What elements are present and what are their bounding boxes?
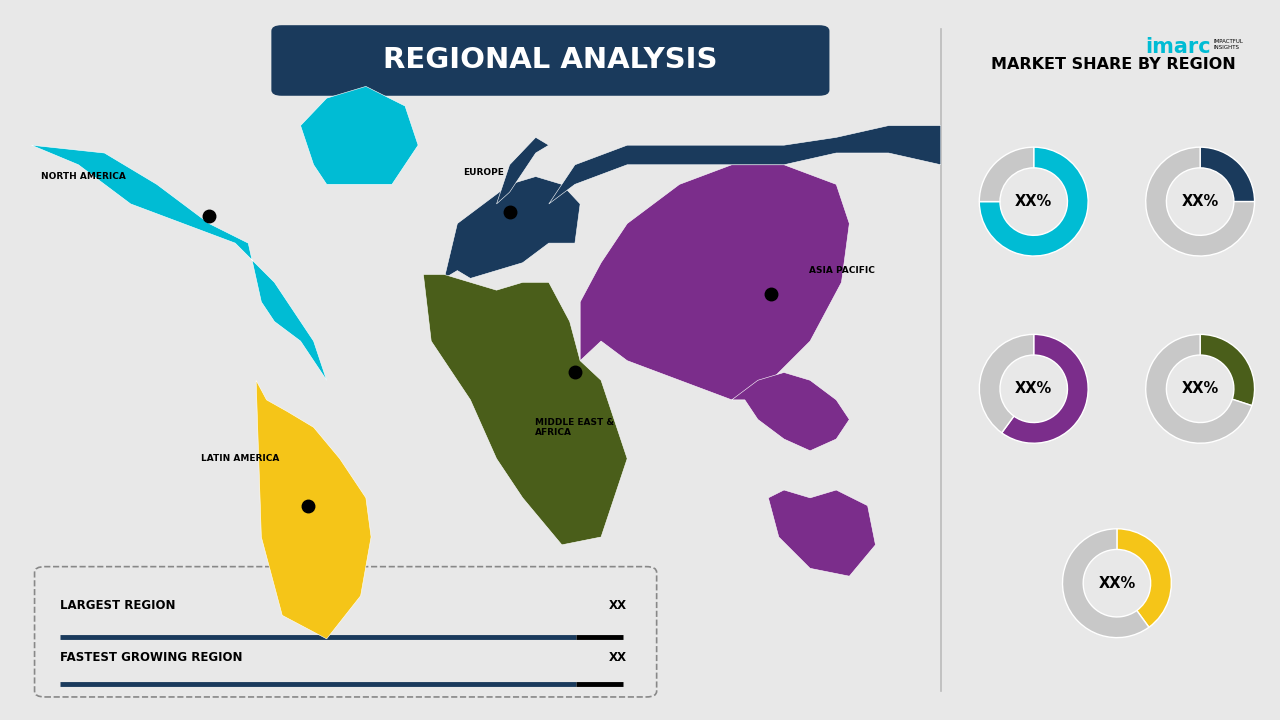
Polygon shape bbox=[256, 380, 371, 639]
Text: XX%: XX% bbox=[1015, 194, 1052, 209]
Text: EUROPE: EUROPE bbox=[463, 168, 504, 177]
Wedge shape bbox=[1201, 147, 1254, 202]
Text: XX%: XX% bbox=[1098, 576, 1135, 590]
Text: MIDDLE EAST &
AFRICA: MIDDLE EAST & AFRICA bbox=[535, 418, 614, 437]
Polygon shape bbox=[768, 490, 876, 576]
Wedge shape bbox=[1062, 528, 1149, 638]
Polygon shape bbox=[301, 86, 419, 184]
Wedge shape bbox=[979, 147, 1088, 256]
Wedge shape bbox=[979, 147, 1034, 202]
Text: XX: XX bbox=[609, 599, 627, 612]
Wedge shape bbox=[1002, 334, 1088, 444]
Text: XX%: XX% bbox=[1181, 194, 1219, 209]
FancyBboxPatch shape bbox=[271, 25, 829, 96]
Text: REGIONAL ANALYSIS: REGIONAL ANALYSIS bbox=[383, 47, 718, 74]
Wedge shape bbox=[1146, 147, 1254, 256]
Polygon shape bbox=[580, 165, 850, 400]
Polygon shape bbox=[549, 125, 941, 204]
Text: LARGEST REGION: LARGEST REGION bbox=[60, 599, 175, 612]
Text: imarc: imarc bbox=[1146, 37, 1211, 57]
Text: NORTH AMERICA: NORTH AMERICA bbox=[41, 172, 125, 181]
Polygon shape bbox=[32, 145, 326, 380]
Wedge shape bbox=[1146, 334, 1252, 444]
Text: XX%: XX% bbox=[1015, 382, 1052, 396]
Wedge shape bbox=[1117, 528, 1171, 627]
Text: LATIN AMERICA: LATIN AMERICA bbox=[201, 454, 279, 463]
Polygon shape bbox=[732, 372, 850, 451]
Text: MARKET SHARE BY REGION: MARKET SHARE BY REGION bbox=[991, 58, 1236, 72]
Text: FASTEST GROWING REGION: FASTEST GROWING REGION bbox=[60, 652, 243, 665]
Text: XX: XX bbox=[609, 652, 627, 665]
Polygon shape bbox=[444, 176, 580, 279]
Wedge shape bbox=[979, 334, 1034, 433]
Text: XX%: XX% bbox=[1181, 382, 1219, 396]
Polygon shape bbox=[424, 274, 627, 545]
Text: IMPACTFUL
INSIGHTS: IMPACTFUL INSIGHTS bbox=[1213, 39, 1243, 50]
Polygon shape bbox=[497, 138, 549, 204]
Text: ASIA PACIFIC: ASIA PACIFIC bbox=[809, 266, 874, 275]
Wedge shape bbox=[1201, 334, 1254, 405]
